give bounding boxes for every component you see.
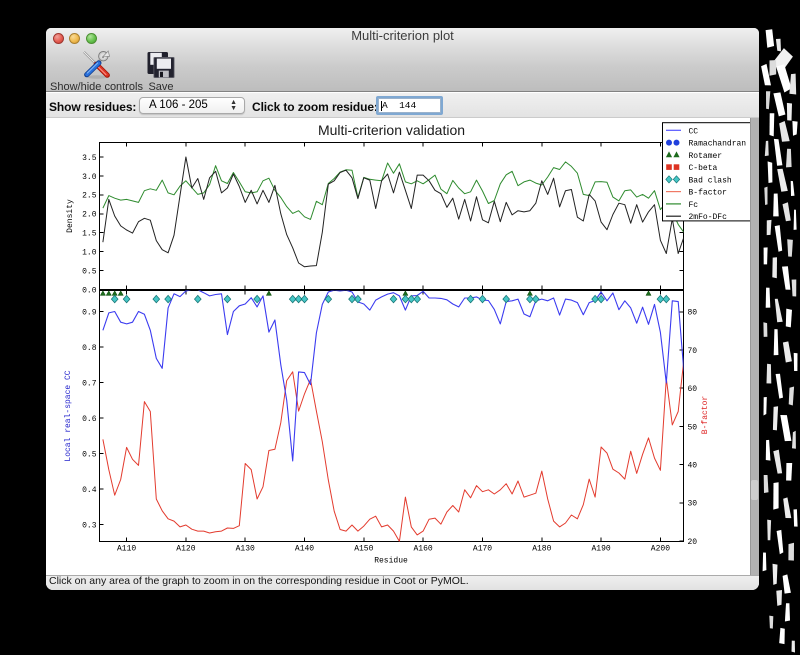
svg-text:2mFo-DFc: 2mFo-DFc: [689, 213, 728, 222]
svg-text:A150: A150: [354, 544, 373, 553]
svg-text:A110: A110: [117, 544, 136, 553]
svg-text:1.0: 1.0: [82, 248, 97, 257]
svg-text:Local real-space CC: Local real-space CC: [64, 370, 73, 461]
svg-text:0.6: 0.6: [82, 414, 97, 423]
svg-text:A140: A140: [295, 544, 314, 553]
svg-text:Fc: Fc: [689, 200, 699, 209]
svg-text:A190: A190: [591, 544, 610, 553]
svg-text:30: 30: [688, 499, 698, 508]
svg-text:Density: Density: [66, 199, 75, 233]
svg-text:3.0: 3.0: [82, 172, 97, 181]
svg-text:Multi-criterion validation: Multi-criterion validation: [318, 122, 465, 138]
svg-text:40: 40: [688, 461, 698, 470]
svg-text:C-beta: C-beta: [689, 164, 718, 173]
svg-text:A160: A160: [413, 544, 432, 553]
svg-text:2.0: 2.0: [82, 210, 97, 219]
svg-text:A130: A130: [236, 544, 255, 553]
svg-text:Ramachandran: Ramachandran: [689, 139, 747, 148]
svg-text:0.8: 0.8: [82, 343, 97, 352]
svg-text:0.4: 0.4: [82, 485, 97, 494]
svg-text:A120: A120: [176, 544, 195, 553]
svg-text:70: 70: [688, 346, 698, 355]
svg-text:Bad clash: Bad clash: [689, 176, 732, 185]
svg-text:1.5: 1.5: [82, 229, 97, 238]
svg-text:Rotamer: Rotamer: [689, 151, 723, 160]
svg-text:0.5: 0.5: [82, 267, 97, 276]
svg-text:50: 50: [688, 423, 698, 432]
svg-text:2.5: 2.5: [82, 191, 97, 200]
svg-text:A200: A200: [651, 544, 670, 553]
svg-text:B-factor: B-factor: [701, 395, 710, 434]
svg-text:80: 80: [688, 308, 698, 317]
svg-text:CC: CC: [689, 127, 699, 136]
svg-text:0.7: 0.7: [82, 379, 97, 388]
svg-text:20: 20: [688, 537, 698, 546]
svg-text:0.3: 0.3: [82, 521, 97, 530]
svg-text:0.5: 0.5: [82, 450, 97, 459]
svg-text:3.5: 3.5: [82, 153, 97, 162]
svg-text:0.9: 0.9: [82, 308, 97, 317]
svg-text:A180: A180: [532, 544, 551, 553]
svg-text:B-factor: B-factor: [689, 188, 728, 197]
svg-text:60: 60: [688, 385, 698, 394]
svg-text:0.0: 0.0: [82, 286, 97, 295]
svg-text:Residue: Residue: [374, 556, 408, 565]
svg-text:A170: A170: [473, 544, 492, 553]
